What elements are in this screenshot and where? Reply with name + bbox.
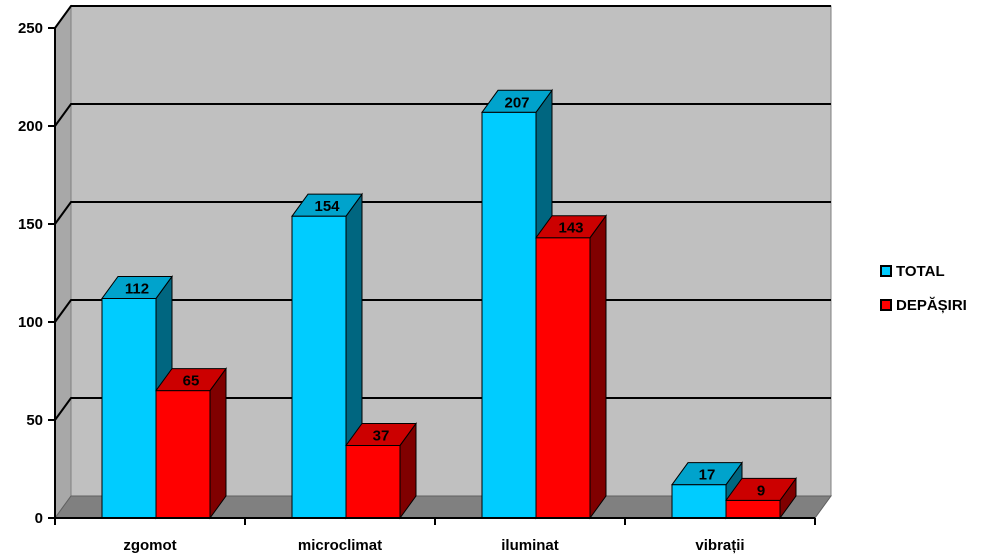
bar-top-microclimat-depasiri (345, 422, 417, 446)
data-label-iluminat-total: 207 (504, 94, 529, 111)
x-tick-label-vibraii: vibrații (695, 537, 744, 554)
gridline-200 (54, 103, 831, 127)
side-wall (54, 4, 72, 520)
bar-iluminat-depasiri (535, 237, 591, 519)
y-tick-label-250: 250 (18, 20, 43, 37)
y-tick-label-50: 50 (26, 412, 43, 429)
data-label-vibraii-depasiri: 9 (757, 482, 765, 499)
legend-label-total: TOTAL (896, 262, 945, 280)
category-labels: zgomot microclimat iluminat vibrații (123, 537, 744, 554)
bar-vibraii-depasiri (725, 499, 781, 519)
data-labels: 112 65 154 37 207 143 17 9 (125, 94, 765, 499)
bar-iluminat-total (481, 111, 537, 519)
data-label-zgomot-depasiri: 65 (183, 373, 200, 390)
bar-top-vibraii-total (671, 462, 743, 486)
bar-zgomot-depasiri (155, 390, 211, 519)
x-tick-label-microclimat: microclimat (298, 537, 382, 554)
bar-zgomot-total (101, 297, 157, 519)
legend-item-total: TOTAL (880, 260, 988, 282)
x-tick-label-iluminat: iluminat (501, 537, 559, 554)
axes (48, 27, 816, 525)
bar-top-zgomot-depasiri (155, 368, 227, 392)
data-label-microclimat-depasiri: 37 (373, 427, 390, 444)
bar-vibraii-total (671, 484, 727, 519)
y-tick-label-200: 200 (18, 118, 43, 135)
tick-labels: 0 50 100 150 200 250 (18, 20, 43, 527)
bar-top-iluminat-depasiri (535, 215, 607, 239)
bar-side-iluminat-depasiri (589, 214, 607, 520)
x-tick-label-zgomot: zgomot (123, 537, 176, 554)
legend-label-depasiri: DEPĂȘIRI (896, 296, 967, 314)
bar-top-zgomot-total (101, 275, 173, 299)
legend-swatch-depasiri (880, 299, 892, 311)
bar-side-zgomot-depasiri (209, 367, 227, 520)
data-label-vibraii-total: 17 (699, 467, 716, 484)
bar-top-iluminat-total (481, 89, 553, 113)
y-tick-label-0: 0 (35, 510, 43, 527)
gridline-250 (54, 5, 831, 29)
data-label-microclimat-total: 154 (314, 198, 340, 215)
bar-microclimat-depasiri (345, 444, 401, 519)
data-label-zgomot-total: 112 (125, 280, 149, 297)
bar-top-vibraii-depasiri (725, 477, 797, 501)
gridline-150 (54, 201, 831, 225)
y-tick-label-100: 100 (18, 314, 43, 331)
bars (101, 88, 797, 520)
legend-item-depasiri: DEPĂȘIRI (880, 294, 988, 316)
gridlines (54, 5, 831, 421)
data-label-iluminat-depasiri: 143 (558, 220, 583, 237)
legend: TOTAL DEPĂȘIRI (880, 260, 988, 328)
legend-swatch-total (880, 265, 892, 277)
bar-top-microclimat-total (291, 193, 363, 217)
bar-microclimat-total (291, 215, 347, 519)
y-tick-label-150: 150 (18, 216, 43, 233)
